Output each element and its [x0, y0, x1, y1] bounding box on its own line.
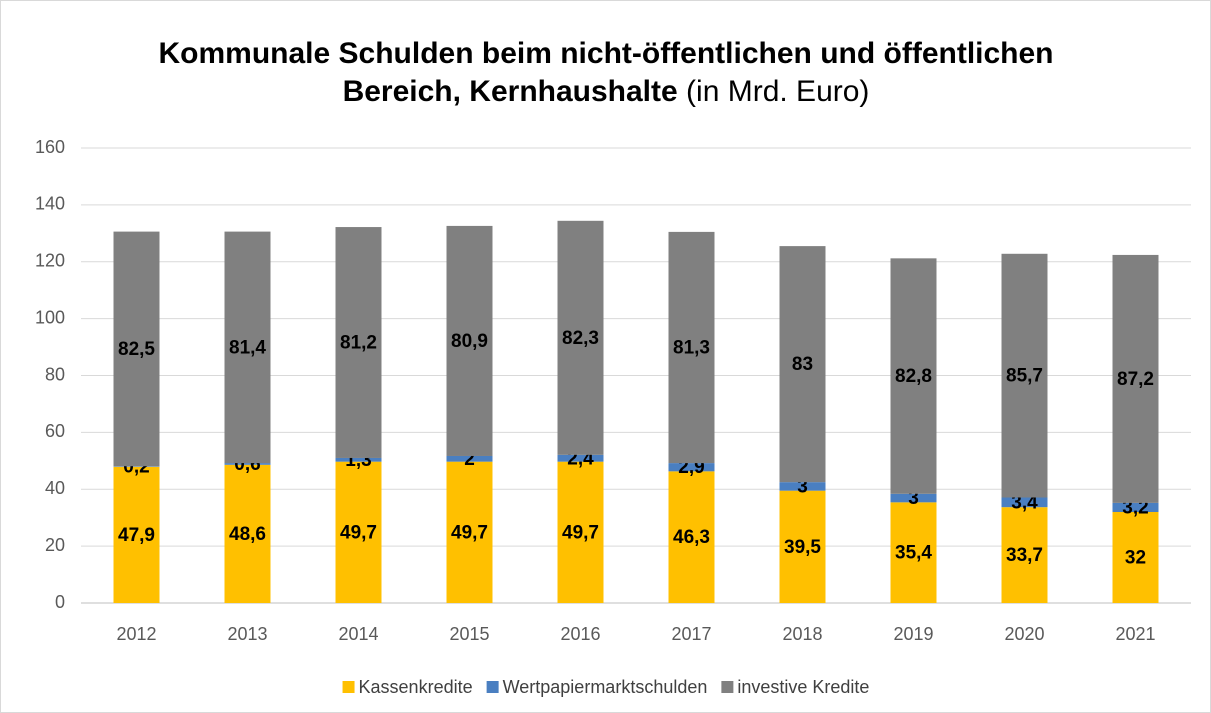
data-label: 48,6	[229, 524, 266, 545]
bar-segment	[890, 502, 937, 603]
data-label: 85,7	[1006, 366, 1043, 387]
y-tick-label: 140	[35, 194, 65, 214]
bar-segment	[1001, 253, 1048, 498]
x-tick-label: 2021	[1115, 624, 1155, 644]
bar-segment	[113, 466, 160, 603]
bar-segment	[1112, 512, 1159, 603]
bar-segment	[224, 231, 271, 464]
bar-segment	[1112, 254, 1159, 503]
bar-segment	[224, 464, 271, 603]
bar-segment	[557, 461, 604, 603]
bar-segment	[890, 258, 937, 494]
x-tick-label: 2016	[560, 624, 600, 644]
bar-segment	[890, 493, 937, 503]
y-tick-label: 60	[45, 421, 65, 441]
bar-segment	[335, 457, 382, 462]
x-tick-label: 2018	[782, 624, 822, 644]
data-label: 82,5	[118, 339, 155, 360]
data-label: 2	[464, 449, 475, 470]
title-unit: (in Mrd. Euro)	[686, 75, 870, 108]
bar-segment	[113, 231, 160, 467]
data-label: 81,4	[229, 337, 266, 358]
data-label: 46,3	[673, 527, 710, 548]
bar-segment	[779, 246, 826, 483]
y-tick-label: 0	[55, 592, 65, 612]
bar-segment	[335, 227, 382, 458]
data-label: 3,4	[1011, 492, 1038, 513]
data-label: 49,7	[562, 522, 599, 543]
data-label: 81,2	[340, 333, 377, 354]
x-tick-label: 2017	[671, 624, 711, 644]
data-label: 49,7	[451, 522, 488, 543]
data-label: 80,9	[451, 331, 488, 352]
legend-label: Wertpapiermarktschulden	[503, 677, 708, 697]
bar-segment	[557, 220, 604, 455]
data-label: 3	[908, 488, 919, 509]
data-label: 81,3	[673, 338, 710, 359]
bar-segment	[1001, 497, 1048, 508]
bar-segment	[1112, 502, 1159, 512]
y-tick-label: 120	[35, 251, 65, 271]
bar-segment	[335, 461, 382, 603]
bar-segment	[779, 490, 826, 603]
legend-label: Kassenkredite	[359, 677, 473, 697]
bar-segment	[446, 461, 493, 603]
data-label: 83	[792, 354, 813, 375]
bar-segment	[446, 225, 493, 456]
x-tick-label: 2013	[227, 624, 267, 644]
data-label: 3	[797, 476, 808, 497]
bar-segment	[224, 463, 271, 465]
data-label: 87,2	[1117, 369, 1154, 390]
legend-swatch	[342, 681, 355, 693]
legend-label: investive Kredite	[737, 677, 869, 697]
bar-segment	[668, 231, 715, 464]
title-main: Kommunale Schulden beim nicht-öffentlich…	[158, 37, 1054, 108]
data-label: 47,9	[118, 525, 155, 546]
y-tick-label: 160	[35, 137, 65, 157]
y-tick-label: 100	[35, 307, 65, 327]
x-tick-label: 2019	[893, 624, 933, 644]
bar-segment	[668, 463, 715, 472]
y-tick-label: 40	[45, 478, 65, 498]
chart-title: Kommunale Schulden beim nicht-öffentlich…	[126, 35, 1086, 111]
bar-segment	[557, 454, 604, 462]
data-label: 82,3	[562, 328, 599, 349]
bar-segment	[1001, 507, 1048, 603]
x-tick-label: 2012	[116, 624, 156, 644]
legend-swatch	[721, 681, 734, 693]
y-tick-label: 20	[45, 535, 65, 555]
bar-segment	[668, 471, 715, 603]
data-label: 33,7	[1006, 545, 1043, 566]
data-label: 32	[1125, 548, 1146, 569]
y-tick-label: 80	[45, 364, 65, 384]
bar-segment	[446, 455, 493, 462]
data-label: 35,4	[895, 543, 932, 564]
data-label: 82,8	[895, 366, 932, 387]
data-label: 39,5	[784, 537, 821, 558]
bar-segment	[779, 482, 826, 491]
data-label: 49,7	[340, 522, 377, 543]
x-tick-label: 2014	[338, 624, 378, 644]
bar-segment	[113, 466, 160, 467]
legend-swatch	[486, 681, 499, 693]
x-tick-label: 2020	[1004, 624, 1044, 644]
x-tick-label: 2015	[449, 624, 489, 644]
